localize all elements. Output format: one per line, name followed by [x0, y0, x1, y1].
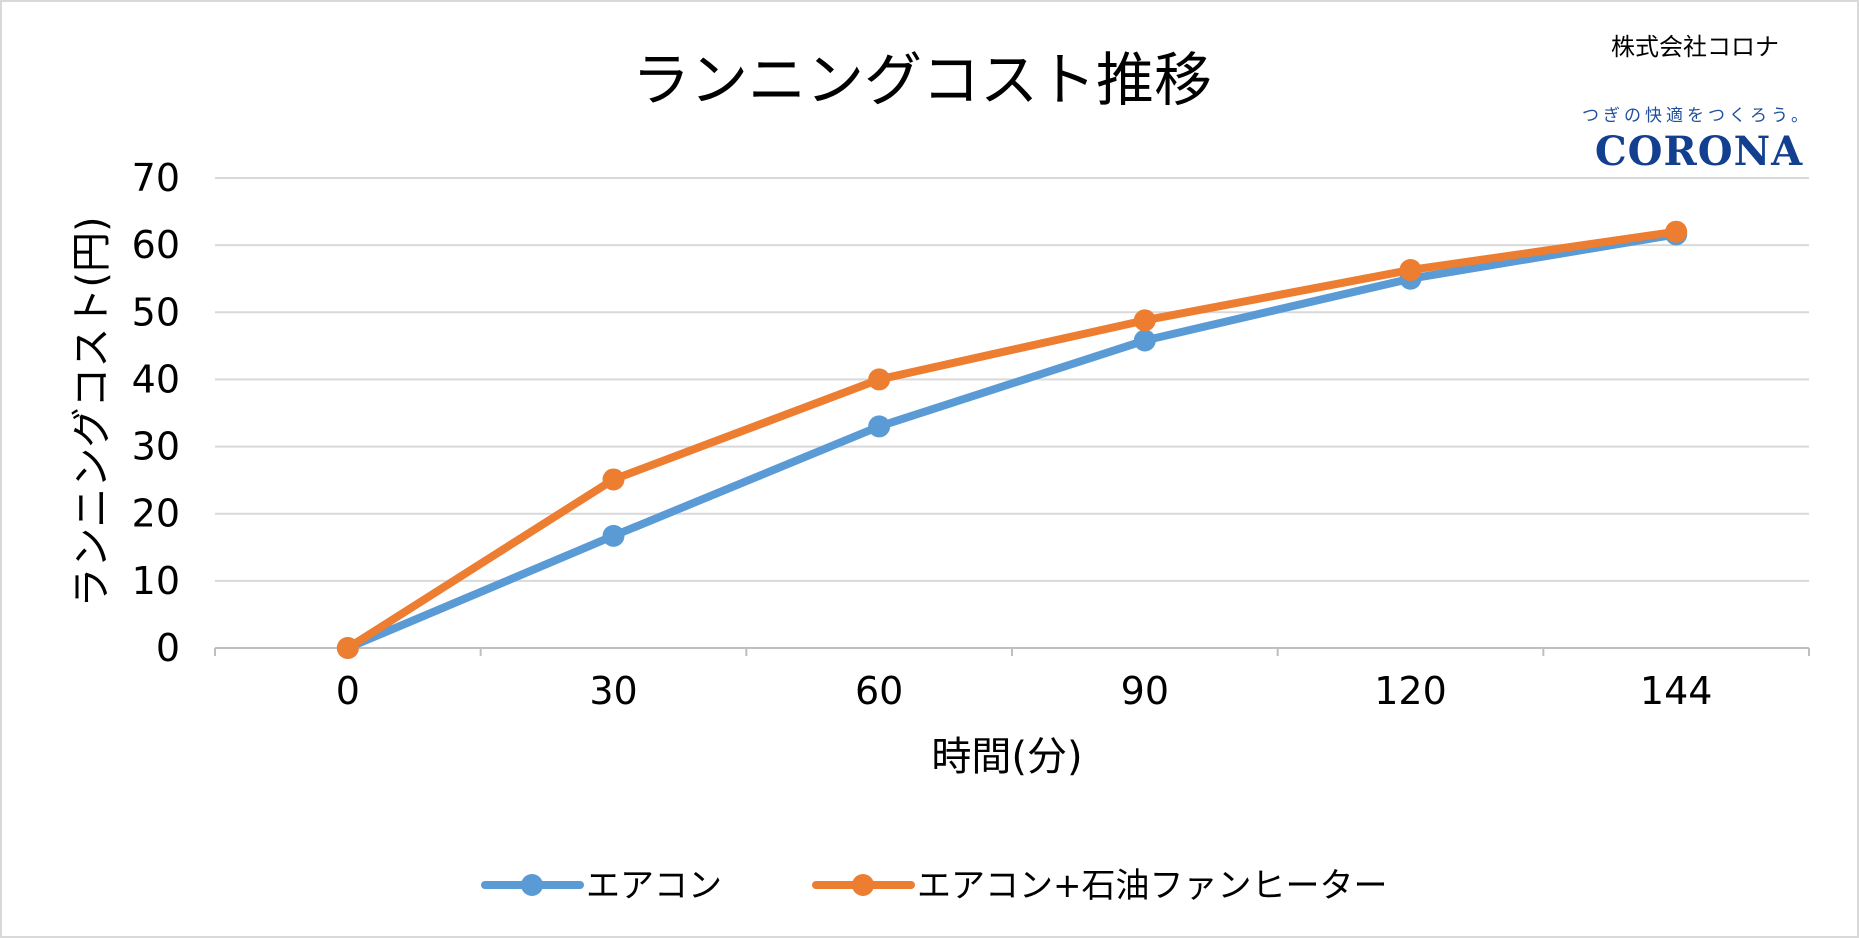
data-point: [1133, 329, 1156, 352]
x-tick-label: 144: [1640, 669, 1713, 713]
data-point: [1399, 258, 1422, 281]
corona-branding: 株式会社コロナ つぎの快適をつくろう。 CORONA: [1582, 33, 1812, 175]
data-point: [868, 368, 891, 391]
legend-item-2: エアコン+石油ファンヒーター: [812, 866, 1388, 906]
data-point: [1133, 309, 1156, 332]
series-line: [343, 230, 1681, 652]
data-point: [602, 524, 625, 547]
legend-marker: [852, 874, 874, 896]
x-tick-label: 60: [855, 669, 903, 713]
y-tick-label: 10: [132, 559, 180, 603]
data-point: [868, 415, 891, 438]
y-tick-label: 30: [132, 425, 180, 469]
y-tick-label: 40: [132, 357, 180, 401]
x-tick-label: 30: [589, 669, 637, 713]
gridlines: [215, 177, 1809, 582]
data-point: [602, 468, 625, 491]
series-line: [343, 227, 1681, 652]
y-axis-title: ランニングコスト(円): [69, 216, 115, 607]
y-tick-label: 60: [132, 223, 180, 267]
x-tick-label: 0: [336, 669, 360, 713]
series-1: [336, 223, 1688, 659]
company-tagline: つぎの快適をつくろう。: [1582, 106, 1812, 126]
x-tick-label: 120: [1374, 669, 1447, 713]
y-tick-label: 50: [132, 290, 180, 334]
y-tick-label: 20: [132, 492, 180, 536]
chart-title: ランニングコスト推移: [632, 46, 1212, 114]
company-name: 株式会社コロナ: [1611, 33, 1779, 61]
x-axis-title: 時間(分): [931, 734, 1082, 780]
data-point: [1665, 220, 1688, 243]
legend-item-1: エアコン: [481, 866, 722, 906]
plot-area: 0 10 20 30 40 50 60 70 0 30 60 90 120 144: [132, 156, 1810, 713]
y-tick-label: 0: [156, 626, 180, 670]
y-tick-labels: 0 10 20 30 40 50 60 70: [132, 156, 180, 670]
legend-marker: [521, 874, 543, 896]
x-tick-label: 90: [1121, 669, 1169, 713]
legend-label: エアコン+石油ファンヒーター: [917, 866, 1388, 906]
series-2: [336, 220, 1688, 659]
legend: エアコン エアコン+石油ファンヒーター: [481, 866, 1388, 906]
legend-label: エアコン: [586, 866, 722, 906]
x-tick-labels: 0 30 60 90 120 144: [336, 669, 1713, 713]
x-axis-ticks: [214, 648, 1810, 656]
data-point: [336, 637, 359, 659]
corona-logo: CORONA: [1595, 128, 1803, 175]
y-tick-label: 70: [132, 156, 180, 200]
series-layer: [336, 220, 1688, 659]
